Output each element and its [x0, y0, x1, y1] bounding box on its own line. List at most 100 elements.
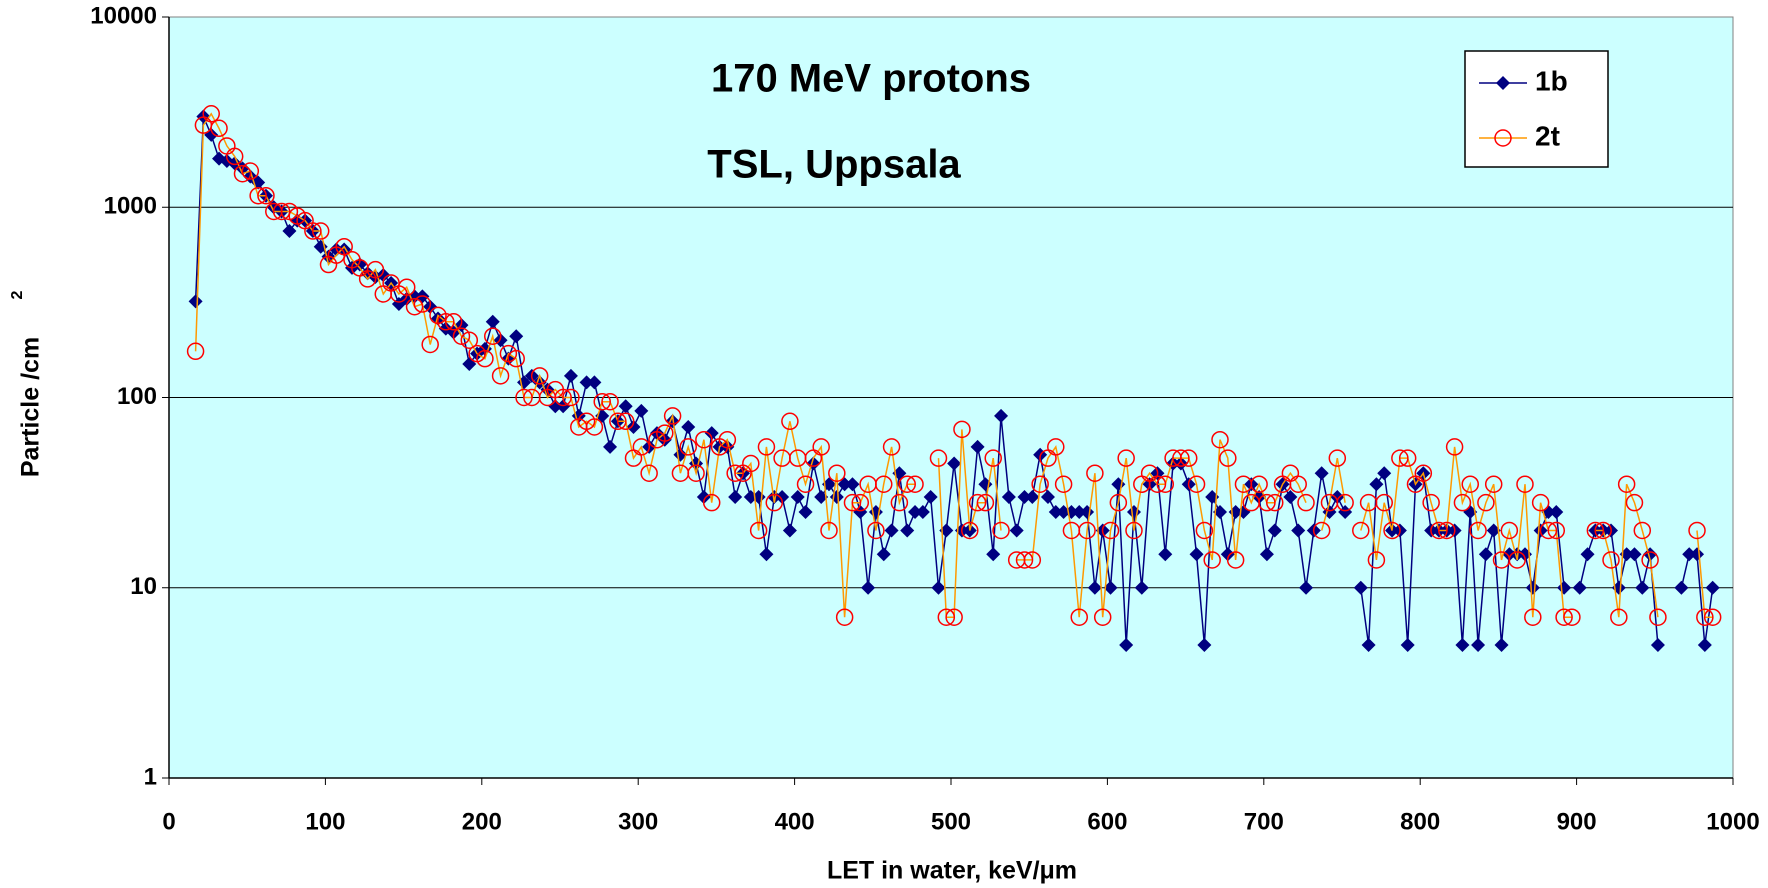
marker [366, 260, 385, 279]
marker [335, 237, 353, 256]
marker [994, 408, 1009, 423]
marker [1336, 493, 1354, 512]
marker [1625, 493, 1644, 512]
marker [931, 580, 946, 595]
marker [634, 403, 649, 418]
marker [1314, 466, 1329, 481]
marker [587, 375, 602, 390]
marker [1119, 638, 1134, 653]
marker [413, 295, 432, 313]
marker [1361, 638, 1376, 653]
marker [421, 335, 439, 354]
marker [814, 489, 829, 504]
marker [1580, 547, 1595, 562]
marker [1126, 505, 1141, 520]
marker [757, 438, 776, 456]
marker [1690, 547, 1705, 562]
marker [530, 367, 549, 385]
y-tick-label: 10 [130, 573, 157, 600]
marker [1547, 521, 1566, 540]
marker [923, 489, 938, 504]
marker [1213, 505, 1228, 520]
y-axis-label: Particle /cm [17, 337, 45, 477]
marker [1330, 489, 1345, 504]
marker [1187, 475, 1206, 493]
marker [765, 493, 784, 512]
marker [1172, 449, 1190, 467]
marker [585, 418, 604, 436]
marker [548, 399, 563, 414]
marker [845, 477, 860, 492]
chart-title: 170 MeV protons [711, 57, 1031, 101]
y-tick-label: 1 [144, 763, 157, 790]
marker [900, 523, 915, 538]
marker [851, 493, 870, 512]
x-tick-label: 500 [931, 808, 971, 835]
marker [843, 493, 862, 512]
marker [876, 547, 891, 562]
marker [1455, 638, 1470, 653]
marker [1211, 430, 1229, 449]
x-tick-label: 400 [775, 808, 815, 835]
marker [1525, 580, 1540, 595]
marker [632, 438, 651, 456]
marker [781, 412, 799, 431]
marker [1109, 493, 1128, 512]
marker [679, 438, 697, 456]
marker [1040, 489, 1055, 504]
marker [867, 521, 885, 540]
marker [970, 439, 985, 454]
marker [1688, 521, 1706, 540]
marker [1338, 505, 1353, 520]
chart-subtitle: TSL, Uppsala [707, 143, 961, 187]
marker [1486, 523, 1501, 538]
marker [868, 505, 883, 520]
marker [968, 493, 987, 512]
marker [947, 456, 962, 471]
marker [961, 521, 979, 540]
marker [835, 608, 854, 626]
marker [1696, 608, 1714, 626]
marker [937, 608, 956, 626]
marker [1649, 608, 1667, 626]
marker [929, 449, 948, 467]
marker [1400, 638, 1415, 653]
marker [806, 456, 821, 471]
marker [1072, 505, 1087, 520]
marker [1148, 475, 1167, 493]
marker [1283, 489, 1298, 504]
marker [304, 222, 322, 240]
marker [272, 202, 291, 221]
marker [1500, 521, 1519, 540]
marker [1103, 580, 1118, 595]
marker [853, 505, 868, 520]
marker [1674, 580, 1689, 595]
marker [1391, 449, 1409, 467]
marker [1555, 608, 1573, 626]
marker [241, 162, 260, 180]
marker [1414, 464, 1433, 482]
marker [1087, 580, 1102, 595]
marker [1048, 505, 1063, 520]
marker [1377, 466, 1392, 481]
marker [1516, 475, 1534, 493]
x-axis-label: LET in water, keV/μm [827, 857, 1077, 885]
y-tick-label: 1000 [104, 193, 157, 220]
marker [249, 186, 267, 205]
marker [1289, 475, 1307, 493]
marker [884, 523, 899, 538]
x-tick-label: 100 [305, 808, 345, 835]
marker [186, 342, 205, 361]
marker [742, 454, 760, 473]
marker [1025, 489, 1040, 504]
marker [1438, 521, 1456, 540]
marker [188, 294, 203, 309]
x-tick-label: 600 [1087, 808, 1127, 835]
x-tick-label: 300 [618, 808, 658, 835]
marker [618, 399, 633, 414]
marker [759, 547, 774, 562]
marker [984, 449, 1002, 467]
marker [554, 388, 572, 407]
marker [749, 521, 768, 540]
